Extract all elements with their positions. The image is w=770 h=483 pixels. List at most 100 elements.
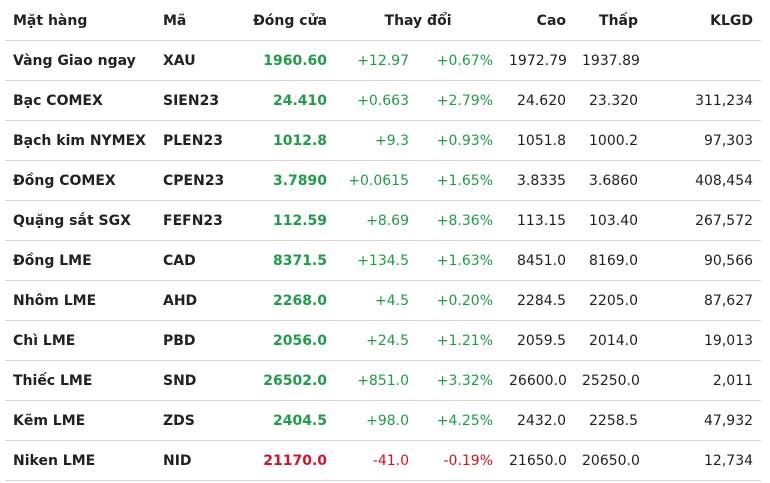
cell-code: CAD: [155, 240, 235, 281]
table-row: Thiếc LME SND 26502.0 +851.0 +3.32% 26600.0 25…: [5, 360, 762, 401]
commodity-table: Mặt hàng Mã Đóng cửa Thay đổi Cao Thấp K…: [5, 2, 762, 481]
header-volume: KLGD: [646, 2, 762, 41]
cell-low: 8169.0: [574, 240, 647, 281]
cell-low: 1937.89: [574, 40, 647, 81]
header-change: Thay đổi: [335, 2, 502, 41]
cell-change: +8.69: [335, 200, 417, 241]
cell-close: 1960.60: [235, 40, 335, 81]
cell-low: 25250.0: [574, 360, 647, 401]
cell-close: 2404.5: [235, 400, 335, 441]
cell-high: 2284.5: [501, 280, 575, 321]
header-low: Thấp: [574, 2, 647, 41]
cell-high: 2059.5: [501, 320, 575, 361]
cell-change: +851.0: [335, 360, 417, 401]
cell-code: SND: [155, 360, 235, 401]
cell-volume: 408,454: [646, 160, 762, 201]
table-row: Kẽm LME ZDS 2404.5 +98.0 +4.25% 2432.0 2258.5 4…: [5, 400, 762, 441]
cell-close: 21170.0: [235, 440, 335, 481]
cell-name: Thiếc LME: [5, 360, 155, 401]
table-row: Nhôm LME AHD 2268.0 +4.5 +0.20% 2284.5 2205.0 8…: [5, 280, 762, 321]
table-row: Vàng Giao ngay XAU 1960.60 +12.97 +0.67% 1972…: [5, 40, 762, 81]
cell-name: Kẽm LME: [5, 400, 155, 441]
cell-code: PBD: [155, 320, 235, 361]
table-row: Đồng COMEX CPEN23 3.7890 +0.0615 +1.65% 3.833…: [5, 160, 762, 201]
cell-name: Quặng sắt SGX: [5, 200, 155, 241]
cell-change: +134.5: [335, 240, 417, 281]
cell-change: +12.97: [335, 40, 417, 81]
cell-code: NID: [155, 440, 235, 481]
cell-code: AHD: [155, 280, 235, 321]
cell-change-pct: +2.79%: [417, 80, 502, 121]
cell-low: 3.6860: [574, 160, 647, 201]
cell-close: 1012.8: [235, 120, 335, 161]
cell-volume: 2,011: [646, 360, 762, 401]
cell-close: 112.59: [235, 200, 335, 241]
cell-code: ZDS: [155, 400, 235, 441]
cell-change-pct: +1.21%: [417, 320, 502, 361]
cell-low: 103.40: [574, 200, 647, 241]
header-name: Mặt hàng: [5, 2, 155, 41]
cell-volume: 47,932: [646, 400, 762, 441]
cell-name: Đồng COMEX: [5, 160, 155, 201]
cell-close: 3.7890: [235, 160, 335, 201]
cell-change: +24.5: [335, 320, 417, 361]
cell-code: XAU: [155, 40, 235, 81]
cell-volume: 97,303: [646, 120, 762, 161]
table-row: Niken LME NID 21170.0 -41.0 -0.19% 21650.0 206…: [5, 440, 762, 481]
cell-change-pct: +0.20%: [417, 280, 502, 321]
cell-volume: 19,013: [646, 320, 762, 361]
cell-close: 26502.0: [235, 360, 335, 401]
cell-high: 2432.0: [501, 400, 575, 441]
table-row: Bạch kim NYMEX PLEN23 1012.8 +9.3 +0.93% 1051…: [5, 120, 762, 161]
cell-volume: 12,734: [646, 440, 762, 481]
table-row: Quặng sắt SGX FEFN23 112.59 +8.69 +8.36% 113.…: [5, 200, 762, 241]
table-row: Chì LME PBD 2056.0 +24.5 +1.21% 2059.5 2014.0 1…: [5, 320, 762, 361]
cell-high: 21650.0: [501, 440, 575, 481]
cell-code: SIEN23: [155, 80, 235, 121]
cell-low: 20650.0: [574, 440, 647, 481]
header-code: Mã: [155, 2, 235, 41]
cell-change: +98.0: [335, 400, 417, 441]
cell-change: +0.0615: [335, 160, 417, 201]
cell-volume: 267,572: [646, 200, 762, 241]
cell-close: 24.410: [235, 80, 335, 121]
cell-change: +0.663: [335, 80, 417, 121]
cell-volume: 87,627: [646, 280, 762, 321]
cell-name: Đồng LME: [5, 240, 155, 281]
cell-close: 2268.0: [235, 280, 335, 321]
cell-change-pct: +0.93%: [417, 120, 502, 161]
table-row: Bạc COMEX SIEN23 24.410 +0.663 +2.79% 24.620 2…: [5, 80, 762, 121]
header-high: Cao: [501, 2, 575, 41]
cell-change-pct: -0.19%: [417, 440, 502, 481]
cell-volume: 90,566: [646, 240, 762, 281]
cell-code: FEFN23: [155, 200, 235, 241]
cell-volume: [646, 40, 762, 81]
header-close: Đóng cửa: [235, 2, 335, 41]
cell-high: 113.15: [501, 200, 575, 241]
cell-high: 1972.79: [501, 40, 575, 81]
cell-volume: 311,234: [646, 80, 762, 121]
cell-name: Chì LME: [5, 320, 155, 361]
cell-high: 1051.8: [501, 120, 575, 161]
cell-change-pct: +0.67%: [417, 40, 502, 81]
cell-low: 1000.2: [574, 120, 647, 161]
cell-change-pct: +1.63%: [417, 240, 502, 281]
cell-high: 8451.0: [501, 240, 575, 281]
cell-name: Bạc COMEX: [5, 80, 155, 121]
cell-low: 2205.0: [574, 280, 647, 321]
cell-high: 26600.0: [501, 360, 575, 401]
cell-name: Niken LME: [5, 440, 155, 481]
cell-name: Bạch kim NYMEX: [5, 120, 155, 161]
cell-low: 23.320: [574, 80, 647, 121]
cell-low: 2258.5: [574, 400, 647, 441]
cell-high: 24.620: [501, 80, 575, 121]
cell-change-pct: +8.36%: [417, 200, 502, 241]
cell-low: 2014.0: [574, 320, 647, 361]
table-row: Đồng LME CAD 8371.5 +134.5 +1.63% 8451.0 8169.…: [5, 240, 762, 281]
cell-change: +4.5: [335, 280, 417, 321]
table-header-row: Mặt hàng Mã Đóng cửa Thay đổi Cao Thấp K…: [5, 2, 762, 41]
cell-code: PLEN23: [155, 120, 235, 161]
cell-change-pct: +4.25%: [417, 400, 502, 441]
cell-change-pct: +3.32%: [417, 360, 502, 401]
